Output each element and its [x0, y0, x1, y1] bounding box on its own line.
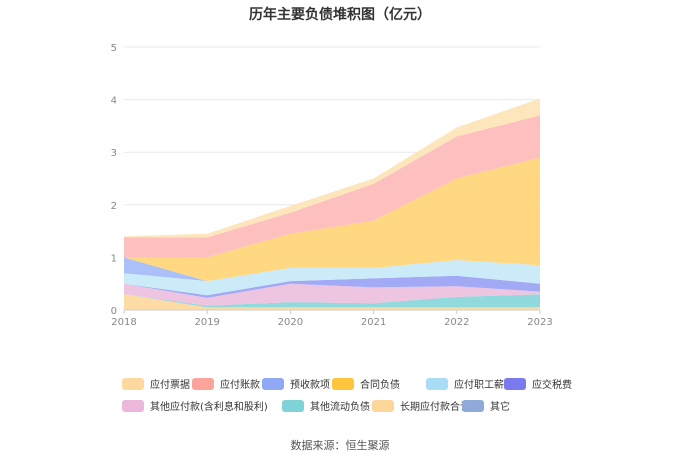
area-series-6 — [124, 157, 540, 282]
area-series-4 — [124, 260, 540, 296]
y-tick-label: 4 — [111, 96, 117, 107]
legend-swatch — [372, 399, 394, 412]
legend-swatch — [504, 377, 526, 390]
area-series-0 — [124, 294, 540, 310]
legend-label: 应付职工薪酬 — [454, 380, 514, 391]
axes: 0 1 2 3 4 5 2018 2019 2020 2021 2022 2023 — [111, 43, 553, 328]
chart-title: 历年主要负债堆积图（亿元） — [249, 7, 431, 23]
data-source-footer: 数据来源：恒生聚源 — [290, 439, 390, 452]
legend-item[interactable]: 预收款项 — [262, 376, 330, 391]
legend-swatch — [262, 377, 284, 390]
y-tick-label: 5 — [111, 43, 117, 54]
legend-swatch — [282, 399, 304, 412]
area-series-2 — [124, 283, 540, 306]
x-tick-label: 2018 — [111, 317, 136, 328]
legend-swatch — [462, 399, 484, 412]
legend-label: 应付票据 — [150, 380, 190, 391]
x-tick-label: 2019 — [194, 317, 219, 328]
legend-item[interactable]: 合同负债 — [332, 376, 400, 391]
legend-label: 预收款项 — [290, 380, 330, 391]
x-tick-label: 2022 — [444, 317, 469, 328]
legend-label: 应交税费 — [532, 380, 572, 391]
y-tick-label: 2 — [111, 201, 117, 212]
legend-label: 其它 — [490, 402, 510, 413]
area-series-7 — [124, 115, 540, 258]
legend-swatch — [122, 399, 144, 412]
x-tick-label: 2020 — [278, 317, 303, 328]
legend-item[interactable]: 其他应付款(含利息和股利) — [122, 398, 268, 413]
legend-item[interactable]: 应交税费 — [504, 376, 572, 391]
legend-swatch — [332, 377, 354, 390]
legend-label: 应付账款 — [220, 380, 260, 391]
legend-item[interactable]: 应付账款 — [192, 376, 260, 391]
y-tick-label: 1 — [111, 253, 117, 264]
legend-label: 其他流动负债 — [310, 402, 370, 413]
area-series-3 — [124, 275, 540, 298]
legend-item[interactable]: 应付票据 — [122, 376, 190, 391]
legend-label: 合同负债 — [360, 380, 400, 391]
x-tick-label: 2021 — [361, 317, 386, 328]
legend-item[interactable]: 其它 — [462, 398, 510, 413]
area-layer — [124, 98, 540, 310]
stacked-area-chart: 0 1 2 3 4 5 2018 2019 2020 2021 2022 2023 — [111, 43, 553, 328]
y-tick-label: 0 — [111, 306, 117, 317]
area-series-1 — [124, 294, 540, 308]
y-tick-label: 3 — [111, 148, 117, 159]
legend-swatch — [122, 377, 144, 390]
legend-label: 长期应付款合计 — [400, 402, 470, 413]
legend-swatch — [426, 377, 448, 390]
legend-item[interactable]: 其他流动负债 — [282, 398, 370, 413]
legend-item[interactable]: 应付职工薪酬 — [426, 376, 514, 391]
x-tick-label: 2023 — [527, 317, 552, 328]
legend-item[interactable]: 长期应付款合计 — [372, 398, 470, 413]
legend-swatch — [192, 377, 214, 390]
legend-label: 其他应付款(含利息和股利) — [150, 402, 268, 413]
